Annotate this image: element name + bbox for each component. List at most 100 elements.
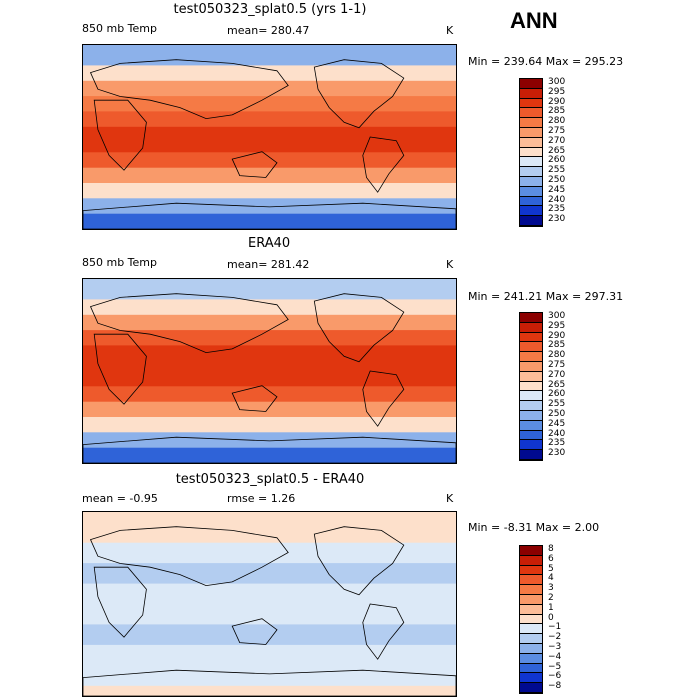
coastline xyxy=(89,526,289,587)
colorbar-tick-label: −6 xyxy=(548,671,562,682)
colorbar-segment xyxy=(520,575,542,586)
colorbar-segment xyxy=(520,342,542,353)
colorbar-tick-label: −2 xyxy=(548,632,562,643)
colorbar-tick-label: 3 xyxy=(548,583,554,594)
colorbar-segment xyxy=(520,565,542,576)
colorbar-segment xyxy=(520,118,542,128)
colorbar-tick-label: −1 xyxy=(548,622,562,633)
colorbar-segment xyxy=(520,624,542,635)
latitude-band xyxy=(83,447,456,463)
panel-2-mean: mean= 281.42 xyxy=(227,258,310,271)
colorbar-segment xyxy=(520,585,542,595)
latitude-band xyxy=(83,360,456,372)
colorbar-segment xyxy=(520,634,542,644)
latitude-band xyxy=(83,563,456,584)
panel-3-map xyxy=(82,511,457,697)
colorbar-segment xyxy=(520,98,542,109)
colorbar-segment xyxy=(520,137,542,148)
latitude-band xyxy=(83,126,456,138)
coastline xyxy=(83,669,456,696)
colorbar-segment xyxy=(520,391,542,402)
colorbar-segment xyxy=(520,127,542,138)
latitude-band xyxy=(83,371,456,387)
panel-1-units: K xyxy=(446,24,454,37)
latitude-band xyxy=(83,542,456,564)
panel-3-mean: mean = -0.95 xyxy=(82,492,158,505)
latitude-band xyxy=(83,167,456,184)
colorbar-tick-label: 240 xyxy=(548,428,566,439)
colorbar-tick-label: 285 xyxy=(548,106,566,117)
panel-2-units: K xyxy=(446,258,454,271)
colorbar-tick-label: 5 xyxy=(548,563,554,574)
colorbar-tick-label: 250 xyxy=(548,409,566,419)
colorbar-segment xyxy=(520,157,542,168)
colorbar-segment xyxy=(520,176,542,187)
colorbar-tick-label: 250 xyxy=(548,175,566,185)
latitude-band xyxy=(83,624,456,646)
coastline xyxy=(313,526,405,596)
panel-2-variable: 850 mb Temp xyxy=(82,256,158,269)
colorbar-tick-label: 275 xyxy=(548,126,566,136)
coastline xyxy=(89,59,289,120)
coastline xyxy=(313,293,405,363)
colorbar-tick-label: 245 xyxy=(548,418,566,429)
panel-2-colorbar xyxy=(519,312,543,461)
coastline xyxy=(93,566,147,638)
panel-3-title: test050323_splat0.5 - ERA40 xyxy=(175,472,365,487)
panel-1-colorbar xyxy=(519,78,543,227)
colorbar-segment xyxy=(520,663,542,674)
colorbar-segment xyxy=(520,79,542,89)
coastline xyxy=(313,59,405,129)
coastline xyxy=(83,436,456,463)
season-label: ANN xyxy=(510,8,558,33)
panel-3-colorbar xyxy=(519,545,543,694)
colorbar-segment xyxy=(520,313,542,323)
colorbar-segment xyxy=(520,352,542,362)
colorbar-segment xyxy=(520,167,542,177)
colorbar-segment xyxy=(520,196,542,207)
colorbar-segment xyxy=(520,206,542,217)
coastline xyxy=(93,333,147,405)
latitude-band xyxy=(83,137,456,153)
colorbar-tick-label: 6 xyxy=(548,553,554,564)
colorbar-tick-label: 235 xyxy=(548,438,566,449)
colorbar-segment xyxy=(520,594,542,605)
colorbar-tick-label: 285 xyxy=(548,340,566,351)
colorbar-tick-label: 260 xyxy=(548,155,566,166)
colorbar-segment xyxy=(520,604,542,615)
panel-1-mean: mean= 280.47 xyxy=(227,24,310,37)
colorbar-tick-label: 230 xyxy=(548,214,566,225)
colorbar-segment xyxy=(520,108,542,119)
colorbar-tick-label: 295 xyxy=(548,86,566,97)
latitude-band xyxy=(83,432,456,449)
coastline xyxy=(231,385,278,412)
colorbar-tick-label: −3 xyxy=(548,642,562,652)
colorbar-tick-label: 255 xyxy=(548,165,566,176)
colorbar-segment xyxy=(520,361,542,372)
colorbar-tick-label: 260 xyxy=(548,389,566,400)
panel-1-variable: 850 mb Temp xyxy=(82,22,158,35)
colorbar-tick-label: 300 xyxy=(548,77,566,87)
colorbar-segment xyxy=(520,186,542,197)
coastline xyxy=(93,99,147,171)
coastline xyxy=(231,618,278,645)
colorbar-tick-label: −8 xyxy=(548,681,562,692)
colorbar-tick-label: −5 xyxy=(548,661,562,672)
coastline xyxy=(231,151,278,178)
colorbar-segment xyxy=(520,683,542,693)
panel-1-title: test050323_splat0.5 (yrs 1-1) xyxy=(173,2,367,17)
latitude-band xyxy=(83,299,456,316)
colorbar-segment xyxy=(520,420,542,431)
colorbar-tick-label: 300 xyxy=(548,311,566,321)
colorbar-segment xyxy=(520,410,542,421)
latitude-band xyxy=(83,65,456,82)
colorbar-segment xyxy=(520,643,542,654)
latitude-band xyxy=(83,213,456,229)
latitude-band xyxy=(83,279,456,300)
latitude-band xyxy=(83,45,456,66)
colorbar-segment xyxy=(520,673,542,684)
coastline xyxy=(83,202,456,229)
panel-2-title: ERA40 xyxy=(248,236,291,251)
colorbar-tick-label: 8 xyxy=(548,544,554,554)
colorbar-segment xyxy=(520,614,542,625)
